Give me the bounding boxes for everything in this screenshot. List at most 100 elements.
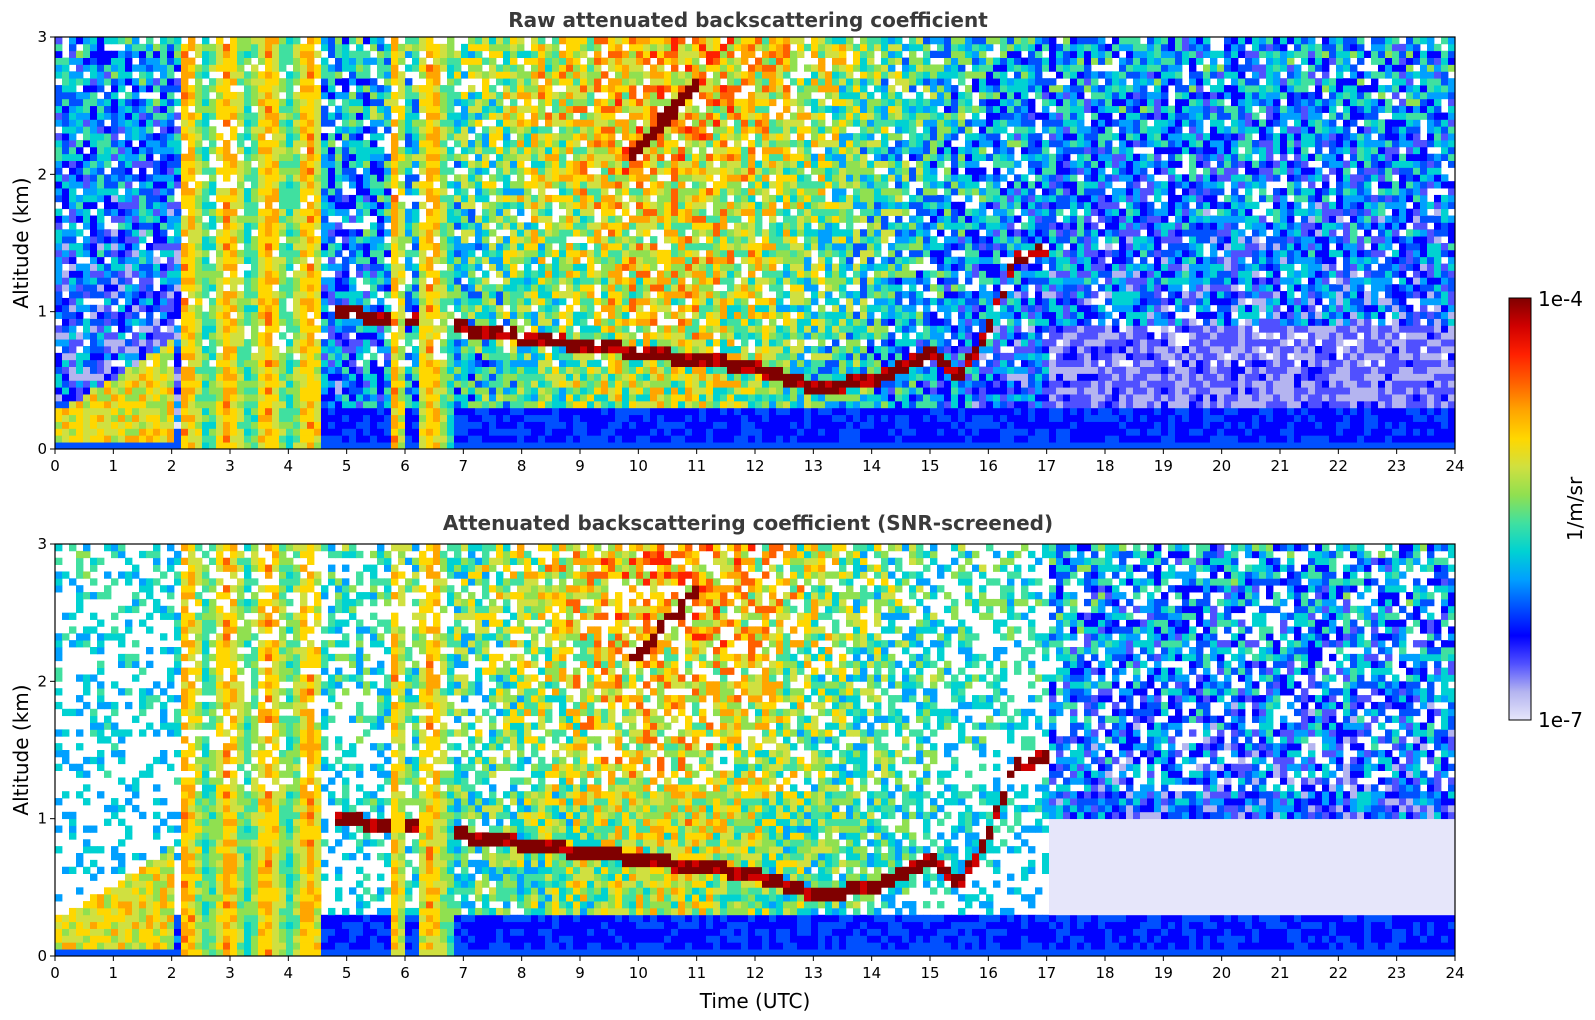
heatmap-cell (440, 325, 448, 333)
heatmap-cell (195, 366, 203, 374)
heatmap-cell (636, 201, 644, 210)
heatmap-cell (580, 291, 588, 299)
heatmap-cell (237, 174, 245, 182)
heatmap-cell (552, 98, 560, 107)
heatmap-cell (391, 442, 399, 450)
heatmap-cell (125, 297, 133, 306)
heatmap-cell (531, 387, 539, 395)
heatmap-cell (244, 352, 252, 361)
heatmap-cell (524, 263, 532, 271)
heatmap-cell (685, 332, 693, 340)
heatmap-cell (489, 160, 497, 168)
heatmap-cell (384, 277, 392, 285)
heatmap-cell (566, 304, 574, 313)
heatmap-cell (531, 407, 539, 416)
heatmap-cell (384, 119, 392, 127)
heatmap-cell (608, 222, 616, 230)
heatmap-cell (300, 215, 308, 223)
heatmap-cell (615, 421, 623, 429)
heatmap-cell (482, 270, 490, 278)
heatmap-cell (356, 297, 364, 306)
heatmap-cell (251, 146, 259, 155)
heatmap-cell (104, 160, 112, 168)
heatmap-cell (209, 146, 217, 155)
heatmap-cell (405, 297, 413, 306)
heatmap-cell (146, 43, 154, 52)
heatmap-cell (643, 263, 651, 271)
heatmap-cell (559, 359, 567, 367)
heatmap-cell (531, 428, 539, 436)
heatmap-cell (307, 325, 315, 333)
heatmap-cell (167, 435, 175, 443)
heatmap-cell (314, 188, 322, 196)
heatmap-cell (468, 352, 476, 361)
heatmap-cell (146, 181, 154, 189)
heatmap-cell (587, 277, 595, 285)
heatmap-cell (363, 112, 371, 120)
heatmap-cell (244, 339, 252, 347)
heatmap-cell (279, 380, 287, 388)
heatmap-cell (531, 105, 539, 113)
heatmap-cell (321, 112, 329, 120)
heatmap-cell (265, 57, 273, 65)
heatmap-cell (643, 43, 651, 52)
heatmap-cell (209, 126, 217, 134)
heatmap-cell (559, 297, 567, 306)
heatmap-cell (258, 263, 266, 271)
heatmap-cell (601, 304, 609, 313)
heatmap-cell (384, 181, 392, 189)
heatmap-cell (244, 146, 252, 155)
heatmap-cell (552, 339, 560, 347)
heatmap-cell (531, 174, 539, 182)
heatmap-cell (524, 359, 532, 367)
heatmap-cell (335, 160, 343, 168)
heatmap-cell (195, 428, 203, 436)
heatmap-cell (650, 366, 658, 374)
heatmap-cell (76, 215, 84, 223)
heatmap-cell (629, 140, 637, 148)
heatmap-cell (167, 91, 175, 100)
heatmap-cell (349, 64, 357, 72)
heatmap-cell (447, 133, 455, 141)
heatmap-cell (566, 400, 574, 409)
heatmap-cell (335, 194, 343, 203)
heatmap-cell (55, 160, 63, 168)
heatmap-cell (202, 167, 210, 175)
heatmap-cell (468, 91, 476, 100)
heatmap-cell (587, 421, 595, 429)
heatmap-cell (587, 263, 595, 271)
heatmap-cell (552, 387, 560, 395)
heatmap-cell (174, 297, 182, 306)
heatmap-cell (615, 297, 623, 306)
heatmap-cell (265, 229, 273, 237)
heatmap-cell (664, 291, 672, 299)
heatmap-cell (447, 85, 455, 93)
heatmap-cell (160, 126, 168, 134)
heatmap-cell (489, 98, 497, 107)
heatmap-cell (657, 380, 665, 388)
heatmap-cell (594, 318, 602, 326)
heatmap-cell (111, 249, 119, 258)
heatmap-cell (139, 78, 147, 86)
heatmap-cell (167, 352, 175, 361)
heatmap-cell (342, 277, 350, 285)
heatmap-cell (468, 105, 476, 113)
heatmap-cell (167, 291, 175, 299)
heatmap-cell (314, 380, 322, 388)
heatmap-cell (447, 263, 455, 271)
heatmap-cell (216, 442, 224, 450)
heatmap-cell (139, 318, 147, 326)
heatmap-cell (244, 414, 252, 422)
heatmap-cell (664, 140, 672, 148)
heatmap-cell (685, 236, 693, 244)
heatmap-cell (405, 407, 413, 416)
heatmap-cell (678, 37, 686, 45)
heatmap-cell (230, 352, 238, 361)
heatmap-cell (468, 311, 476, 319)
heatmap-cell (181, 160, 189, 168)
heatmap-cell (489, 311, 497, 319)
heatmap-cell (307, 236, 315, 244)
heatmap-cell (426, 126, 434, 134)
heatmap-cell (580, 442, 588, 450)
heatmap-cell (251, 277, 259, 285)
